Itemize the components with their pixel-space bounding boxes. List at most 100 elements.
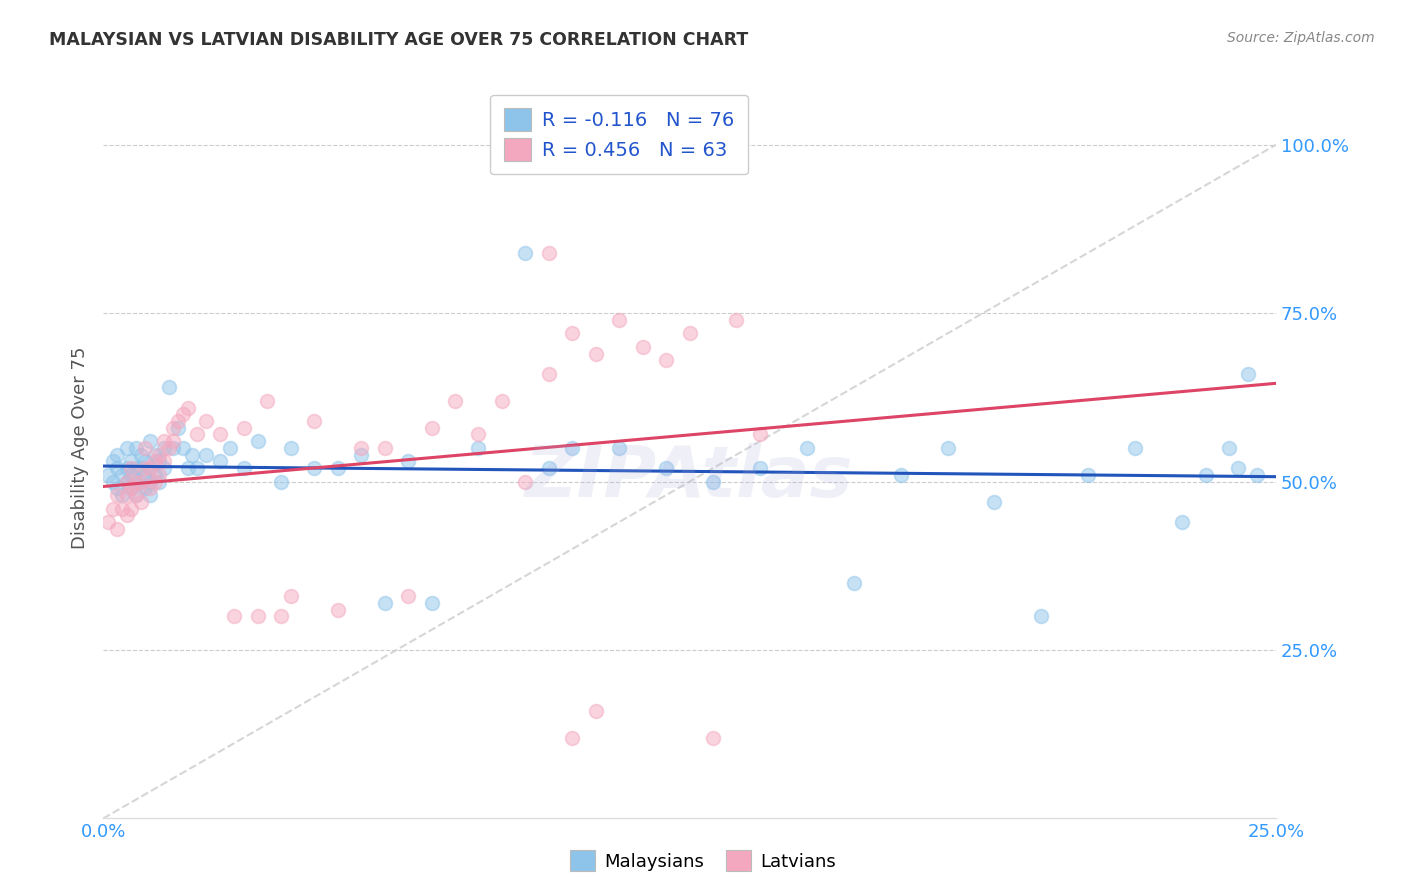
Point (148, 467, 170, 482)
Point (139, 488, 162, 502)
Point (129, 448, 152, 462)
Point (167, 421, 190, 435)
Point (326, 602, 349, 616)
Point (162, 441, 184, 455)
Point (302, 461, 325, 475)
Point (111, 501, 134, 516)
Point (232, 421, 254, 435)
Point (105, 522, 128, 536)
Point (655, 353, 678, 368)
Point (326, 461, 349, 475)
Point (120, 481, 142, 495)
Point (115, 475, 138, 489)
Point (105, 448, 128, 462)
Point (1194, 467, 1216, 482)
Point (111, 467, 134, 482)
Point (153, 441, 176, 455)
Point (302, 414, 325, 428)
Point (143, 448, 166, 462)
Text: ZIPAtlas: ZIPAtlas (526, 443, 853, 512)
Point (232, 461, 254, 475)
Point (101, 475, 124, 489)
Point (515, 475, 537, 489)
Point (139, 481, 162, 495)
Point (280, 589, 302, 603)
Point (1246, 467, 1268, 482)
Point (115, 488, 138, 502)
Point (256, 393, 278, 408)
Point (105, 461, 128, 475)
Point (420, 596, 443, 610)
Point (350, 448, 373, 462)
Point (97, 467, 120, 482)
Point (537, 461, 560, 475)
Point (270, 475, 292, 489)
Point (209, 454, 232, 468)
Point (209, 427, 232, 442)
Point (983, 495, 1005, 509)
Point (120, 461, 142, 475)
Legend: R = -0.116   N = 76, R = 0.456   N = 63: R = -0.116 N = 76, R = 0.456 N = 63 (491, 95, 748, 175)
Point (936, 441, 959, 455)
Point (148, 448, 170, 462)
Point (157, 380, 180, 394)
Point (139, 461, 162, 475)
Point (162, 434, 184, 449)
Text: Source: ZipAtlas.com: Source: ZipAtlas.com (1227, 31, 1375, 45)
Point (139, 475, 162, 489)
Point (134, 441, 156, 455)
Point (186, 427, 208, 442)
Point (374, 441, 396, 455)
Point (115, 461, 138, 475)
Point (101, 501, 124, 516)
Point (218, 441, 240, 455)
Point (796, 441, 818, 455)
Point (181, 448, 204, 462)
Point (561, 326, 583, 341)
Point (655, 461, 678, 475)
Point (143, 454, 166, 468)
Point (129, 495, 152, 509)
Point (129, 461, 152, 475)
Text: MALAYSIAN VS LATVIAN DISABILITY AGE OVER 75 CORRELATION CHART: MALAYSIAN VS LATVIAN DISABILITY AGE OVER… (49, 31, 748, 49)
Point (157, 441, 180, 455)
Point (176, 401, 198, 415)
Point (153, 454, 176, 468)
Point (134, 467, 156, 482)
Point (1077, 467, 1099, 482)
Point (725, 313, 748, 327)
Point (134, 481, 156, 495)
Point (631, 340, 654, 354)
Point (678, 326, 700, 341)
Point (143, 467, 166, 482)
Point (748, 461, 770, 475)
Point (1236, 367, 1258, 381)
Point (125, 488, 148, 502)
Point (246, 434, 269, 449)
Point (129, 475, 152, 489)
Point (105, 488, 128, 502)
Point (246, 609, 269, 624)
Point (125, 461, 148, 475)
Point (139, 434, 162, 449)
Point (125, 441, 148, 455)
Legend: Malaysians, Latvians: Malaysians, Latvians (562, 843, 844, 879)
Point (120, 467, 142, 482)
Y-axis label: Disability Age Over 75: Disability Age Over 75 (72, 347, 89, 549)
Point (153, 434, 176, 449)
Point (195, 448, 218, 462)
Point (1123, 441, 1146, 455)
Point (270, 609, 292, 624)
Point (195, 414, 218, 428)
Point (607, 313, 630, 327)
Point (125, 488, 148, 502)
Point (1218, 441, 1240, 455)
Point (120, 454, 142, 468)
Point (125, 475, 148, 489)
Point (115, 441, 138, 455)
Point (97, 515, 120, 529)
Point (561, 441, 583, 455)
Point (153, 461, 176, 475)
Point (280, 441, 302, 455)
Point (702, 475, 724, 489)
